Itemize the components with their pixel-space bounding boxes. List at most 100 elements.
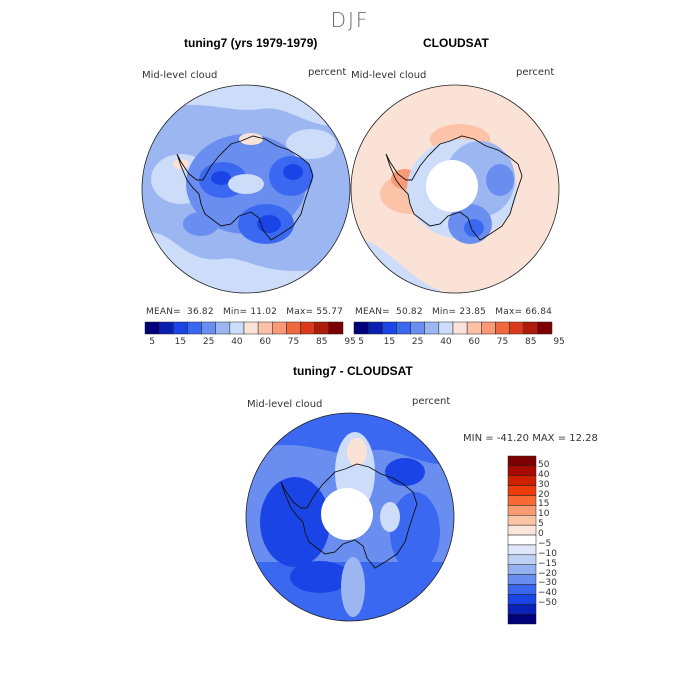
obs-units-label: percent <box>516 67 555 78</box>
diff-colorbar-swatch <box>507 465 537 477</box>
obs-min-label: Min= <box>431 307 457 317</box>
obs-colorbar-tick-label: 5 <box>358 337 364 347</box>
obs-antarctica-coastline <box>385 135 523 241</box>
obs-colorbar-swatch <box>367 321 383 335</box>
model-colorbar-swatch <box>201 321 216 335</box>
model-mean-label: MEAN= <box>146 307 181 317</box>
diff-colorbar-swatch <box>507 554 537 565</box>
obs-colorbar-tick-label: 40 <box>440 337 452 347</box>
model-min-label: Min= <box>222 307 248 317</box>
model-colorbar-swatch <box>286 321 301 335</box>
obs-colorbar-swatch <box>438 321 454 335</box>
obs-colorbar-swatch <box>382 321 397 335</box>
model-max-value: 55.77 <box>316 307 344 317</box>
obs-polar-map <box>350 84 560 294</box>
diff-units-label: percent <box>412 396 451 407</box>
obs-colorbar-swatch <box>424 321 440 335</box>
obs-colorbar-swatch <box>495 321 510 335</box>
obs-max-label: Max= <box>495 307 523 317</box>
diff-polar-map <box>245 412 455 622</box>
diff-colorbar-swatch <box>507 534 537 546</box>
diff-colorbar-tick-label: −30 <box>538 578 557 589</box>
model-map-border <box>141 84 351 294</box>
diff-colorbar-swatch <box>507 594 537 605</box>
obs-stats: MEAN= 50.82 Min= 23.85 Max= 66.84 <box>355 307 552 317</box>
obs-colorbar-tick-label: 15 <box>383 337 396 347</box>
model-colorbar-swatch <box>158 321 174 335</box>
obs-colorbar-swatch <box>466 321 482 335</box>
diff-range-text: MIN = -41.20 MAX = 12.28 <box>463 433 598 444</box>
model-colorbar-tick-label: 5 <box>149 337 155 347</box>
diff-map-border <box>245 412 455 622</box>
diff-colorbar-tick-label: −15 <box>538 558 557 569</box>
diff-colorbar-swatch <box>507 574 537 585</box>
diff-colorbar-tick-label: −10 <box>538 548 557 559</box>
model-colorbar-swatch <box>257 321 273 335</box>
diff-colorbar-tick-label: −50 <box>538 598 557 609</box>
model-colorbar-swatch <box>272 321 287 335</box>
model-units-label: percent <box>308 67 347 78</box>
model-stats: MEAN= 36.82 Min= 11.02 Max= 55.77 <box>146 307 343 317</box>
obs-min-value: 23.85 <box>459 307 487 317</box>
model-colorbar-labels: 5 15 25 40 60 75 85 95 <box>145 337 356 349</box>
obs-colorbar-swatch <box>537 321 553 335</box>
model-max-label: Max= <box>286 307 314 317</box>
diff-colorbar-swatch <box>507 475 537 486</box>
diff-colorbar-swatch <box>507 485 537 496</box>
diff-variable-label: Mid-level cloud <box>247 399 323 410</box>
model-colorbar-tick-label: 25 <box>202 337 215 347</box>
diff-colorbar-swatch <box>507 603 537 615</box>
diff-colorbar-tick-label: 0 <box>538 529 544 540</box>
obs-colorbar-tick-label: 75 <box>496 337 509 347</box>
model-polar-map <box>141 84 351 294</box>
model-variable-label: Mid-level cloud <box>142 70 218 81</box>
model-colorbar-tick-label: 15 <box>174 337 187 347</box>
model-colorbar-tick-label: 95 <box>344 337 356 347</box>
diff-colorbar-tick-label: 30 <box>538 479 550 490</box>
diff-colorbar-labels: 50 40 30 20 15 10 5 0 −5 −10 −15 −20 −30 −40 −50 <box>538 456 578 624</box>
obs-variable-label: Mid-level cloud <box>351 70 427 81</box>
model-colorbar-tick-label: 85 <box>316 337 328 347</box>
obs-panel-title: CLOUDSAT <box>423 36 489 50</box>
model-colorbar-tick-label: 40 <box>231 337 243 347</box>
model-colorbar-swatch <box>187 321 202 335</box>
obs-colorbar-swatch <box>509 321 524 335</box>
obs-mean-label: MEAN= <box>355 307 390 317</box>
obs-colorbar <box>353 321 553 335</box>
diff-colorbar-swatch <box>507 613 537 625</box>
model-colorbar-swatch <box>300 321 315 335</box>
diff-panel-title: tuning7 - CLOUDSAT <box>293 364 413 378</box>
model-colorbar-swatch <box>173 321 188 335</box>
model-colorbar-tick-label: 75 <box>287 337 300 347</box>
model-colorbar-swatch <box>229 321 245 335</box>
diff-colorbar-tick-label: 5 <box>538 519 544 530</box>
obs-colorbar-tick-label: 60 <box>468 337 480 347</box>
obs-colorbar-swatch <box>452 321 468 335</box>
diff-colorbar-tick-label: −40 <box>538 588 557 599</box>
obs-colorbar-swatch <box>523 321 539 335</box>
obs-map-border <box>350 84 560 294</box>
diff-colorbar-tick-label: 50 <box>538 459 550 470</box>
diff-colorbar-tick-label: 15 <box>538 499 550 510</box>
obs-max-value: 66.84 <box>525 307 553 317</box>
diff-colorbar <box>507 455 537 625</box>
diff-colorbar-swatch <box>507 505 537 516</box>
obs-colorbar-tick-label: 25 <box>411 337 424 347</box>
diff-colorbar-tick-label: 20 <box>538 489 550 500</box>
diff-colorbar-swatch <box>507 515 537 526</box>
model-min-value: 11.02 <box>250 307 278 317</box>
obs-mean-value: 50.82 <box>396 307 423 317</box>
model-colorbar <box>144 321 344 335</box>
model-colorbar-tick-label: 60 <box>259 337 271 347</box>
model-colorbar-swatch <box>328 321 344 335</box>
diff-colorbar-tick-label: 10 <box>538 509 550 520</box>
diff-colorbar-tick-label: −20 <box>538 568 557 579</box>
obs-colorbar-swatch <box>396 321 411 335</box>
diff-colorbar-tick-label: 40 <box>538 469 550 480</box>
model-mean-value: 36.82 <box>187 307 214 317</box>
diff-colorbar-swatch <box>507 544 537 556</box>
model-colorbar-swatch <box>215 321 231 335</box>
model-panel-title: tuning7 (yrs 1979-1979) <box>184 36 318 50</box>
diff-colorbar-swatch <box>507 584 537 595</box>
model-colorbar-swatch <box>243 321 259 335</box>
